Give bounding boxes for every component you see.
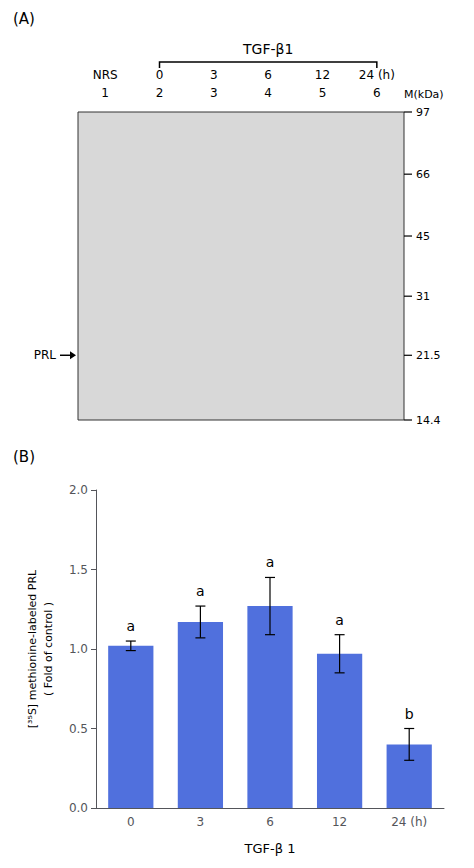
svg-text:97: 97	[416, 106, 430, 119]
svg-text:(B): (B)	[13, 448, 35, 466]
svg-text:TGF-β1: TGF-β1	[242, 41, 293, 57]
svg-text:TGF-β 1: TGF-β 1	[244, 841, 296, 856]
svg-text:2: 2	[156, 86, 164, 100]
svg-text:( Fold of control ): ( Fold of control )	[42, 602, 55, 696]
svg-text:31: 31	[416, 290, 430, 303]
svg-text:PRL: PRL	[34, 348, 57, 362]
svg-text:0: 0	[127, 815, 135, 829]
svg-text:12: 12	[332, 815, 347, 829]
svg-text:a: a	[196, 583, 205, 599]
svg-text:a: a	[127, 618, 136, 634]
svg-text:6: 6	[373, 86, 381, 100]
svg-text:1.0: 1.0	[69, 642, 88, 656]
svg-text:5: 5	[319, 86, 327, 100]
svg-text:(A): (A)	[13, 10, 35, 28]
svg-text:0.5: 0.5	[69, 722, 88, 736]
svg-text:12: 12	[315, 68, 330, 82]
svg-text:3: 3	[210, 86, 218, 100]
svg-text:NRS: NRS	[93, 68, 118, 82]
svg-text:24 (h): 24 (h)	[391, 815, 427, 829]
svg-text:3: 3	[197, 815, 205, 829]
svg-text:b: b	[405, 706, 414, 722]
svg-text:[³⁵S] methionine-labeled PRL: [³⁵S] methionine-labeled PRL	[26, 569, 39, 728]
svg-text:6: 6	[264, 68, 272, 82]
svg-text:1: 1	[101, 86, 109, 100]
svg-text:45: 45	[416, 230, 430, 243]
svg-text:66: 66	[416, 168, 430, 181]
svg-text:0.0: 0.0	[69, 801, 88, 815]
svg-text:6: 6	[266, 815, 274, 829]
svg-text:0: 0	[156, 68, 164, 82]
svg-text:M(kDa): M(kDa)	[404, 88, 444, 101]
svg-text:21.5: 21.5	[416, 349, 441, 362]
svg-text:24 (h): 24 (h)	[359, 68, 395, 82]
svg-text:a: a	[266, 554, 275, 570]
svg-text:2.0: 2.0	[69, 483, 88, 497]
svg-text:3: 3	[210, 68, 218, 82]
svg-text:4: 4	[264, 86, 272, 100]
svg-text:1.5: 1.5	[69, 563, 88, 577]
svg-text:14.4: 14.4	[416, 414, 441, 427]
svg-text:a: a	[335, 612, 344, 628]
